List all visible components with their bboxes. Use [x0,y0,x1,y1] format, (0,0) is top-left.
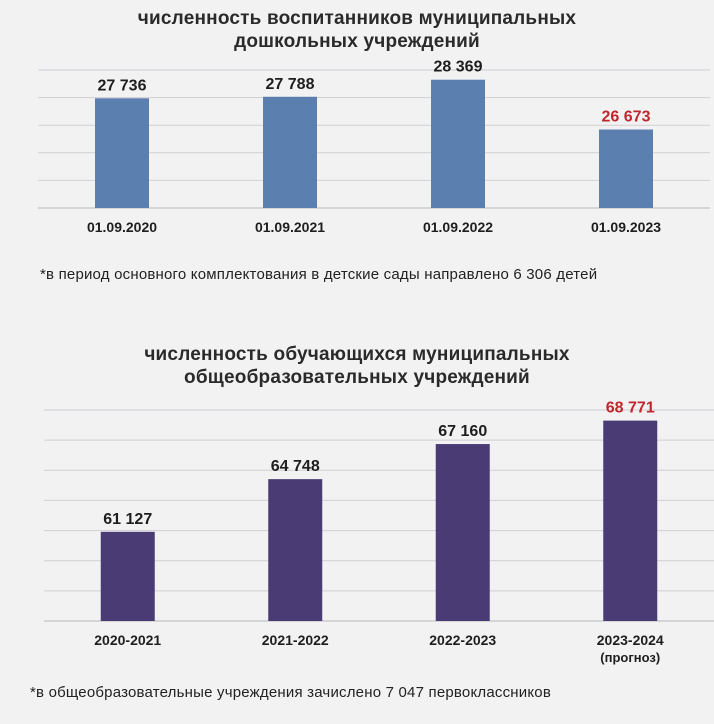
x-tick-label: 01.09.2020 [87,219,157,235]
data-label: 68 771 [606,400,655,417]
x-tick-label: 2022-2023 [429,632,496,648]
x-tick-label: 01.09.2021 [255,219,325,235]
chart2-svg: 61 127 2020-2021 64 748 2021-2022 67 160 2022… [44,400,714,665]
bar [268,479,323,621]
chart1-note: *в период основного комплектования в дет… [40,266,598,283]
x-tick-sublabel: (прогноз) [600,650,660,665]
bar [431,79,485,208]
chart2-title-line2: общеобразовательных учреждений [184,367,530,388]
bar [599,129,653,208]
bar [95,98,149,208]
bar [263,96,317,208]
chart1-svg: 27 736 01.09.2020 27 788 01.09.2021 28 369 01… [38,59,710,235]
data-label: 64 748 [271,458,320,475]
chart1-title: численность воспитанников муниципальных … [0,7,714,53]
x-tick-label: 2023-2024 [597,632,664,648]
x-tick-label: 2020-2021 [94,632,161,648]
chart2-title: численность обучающихся муниципальных об… [0,343,714,389]
data-label: 26 673 [602,109,651,126]
chart2-note: *в общеобразовательные учреждения зачисл… [30,684,551,701]
bar [435,444,490,621]
x-tick-label: 2021-2022 [262,632,329,648]
bar [100,531,155,621]
data-label: 28 369 [434,59,483,76]
data-label: 27 736 [98,77,147,94]
chart1-title-line2: дошкольных учреждений [234,31,480,52]
data-label: 67 160 [438,423,487,440]
x-tick-label: 01.09.2022 [423,219,493,235]
chart2-title-line1: численность обучающихся муниципальных [144,344,570,365]
chart1-title-line1: численность воспитанников муниципальных [137,8,577,29]
x-tick-label: 01.09.2023 [591,219,661,235]
data-label: 61 127 [103,511,152,528]
data-label: 27 788 [266,76,315,93]
bar [603,420,658,621]
